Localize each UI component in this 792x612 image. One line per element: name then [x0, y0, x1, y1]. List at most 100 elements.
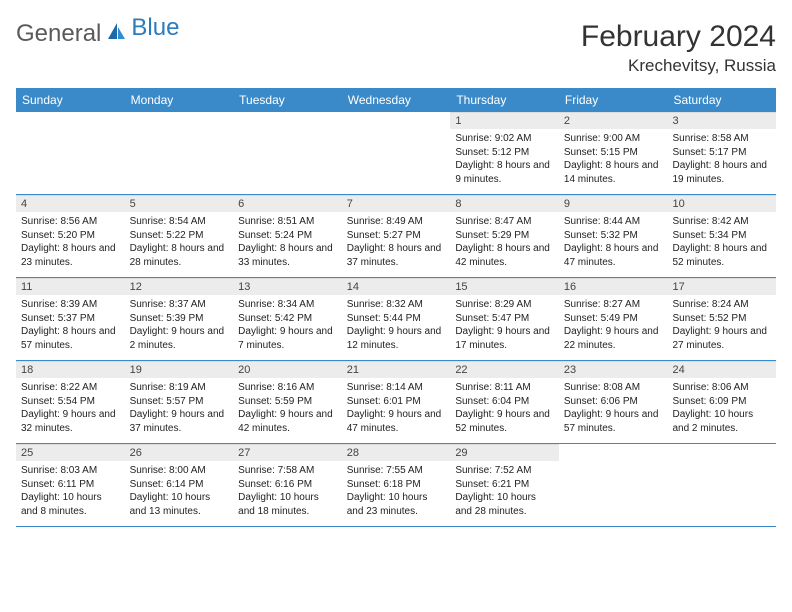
day-cell: 2Sunrise: 9:00 AMSunset: 5:15 PMDaylight…	[559, 112, 668, 194]
day-cell: 3Sunrise: 8:58 AMSunset: 5:17 PMDaylight…	[667, 112, 776, 194]
day-number: 22	[450, 361, 559, 378]
week-row: 4Sunrise: 8:56 AMSunset: 5:20 PMDaylight…	[16, 195, 776, 278]
calendar-page: General Blue February 2024 Krechevitsy, …	[0, 0, 792, 537]
sunset-line: Sunset: 5:29 PM	[455, 229, 554, 243]
day-number: 16	[559, 278, 668, 295]
day-cell: 29Sunrise: 7:52 AMSunset: 6:21 PMDayligh…	[450, 444, 559, 526]
sunrise-line: Sunrise: 8:27 AM	[564, 298, 663, 312]
day-header-cell: Thursday	[450, 88, 559, 112]
sunrise-line: Sunrise: 8:06 AM	[672, 381, 771, 395]
sunrise-line: Sunrise: 8:11 AM	[455, 381, 554, 395]
sunrise-line: Sunrise: 8:54 AM	[130, 215, 229, 229]
day-details: Sunrise: 8:00 AMSunset: 6:14 PMDaylight:…	[125, 461, 234, 524]
day-header-cell: Saturday	[667, 88, 776, 112]
daylight-line: Daylight: 10 hours and 8 minutes.	[21, 491, 120, 518]
day-number: 13	[233, 278, 342, 295]
day-details: Sunrise: 8:44 AMSunset: 5:32 PMDaylight:…	[559, 212, 668, 275]
daylight-line: Daylight: 9 hours and 17 minutes.	[455, 325, 554, 352]
day-details: Sunrise: 8:11 AMSunset: 6:04 PMDaylight:…	[450, 378, 559, 441]
day-details: Sunrise: 8:08 AMSunset: 6:06 PMDaylight:…	[559, 378, 668, 441]
sunrise-line: Sunrise: 8:58 AM	[672, 132, 771, 146]
day-cell: 6Sunrise: 8:51 AMSunset: 5:24 PMDaylight…	[233, 195, 342, 277]
daylight-line: Daylight: 9 hours and 2 minutes.	[130, 325, 229, 352]
day-cell: 8Sunrise: 8:47 AMSunset: 5:29 PMDaylight…	[450, 195, 559, 277]
day-number: 24	[667, 361, 776, 378]
week-row: 1Sunrise: 9:02 AMSunset: 5:12 PMDaylight…	[16, 112, 776, 195]
daylight-line: Daylight: 10 hours and 2 minutes.	[672, 408, 771, 435]
empty-cell	[16, 112, 125, 194]
day-cell: 11Sunrise: 8:39 AMSunset: 5:37 PMDayligh…	[16, 278, 125, 360]
day-number: 6	[233, 195, 342, 212]
daylight-line: Daylight: 9 hours and 22 minutes.	[564, 325, 663, 352]
daylight-line: Daylight: 8 hours and 33 minutes.	[238, 242, 337, 269]
day-cell: 9Sunrise: 8:44 AMSunset: 5:32 PMDaylight…	[559, 195, 668, 277]
sunset-line: Sunset: 5:32 PM	[564, 229, 663, 243]
sunset-line: Sunset: 6:09 PM	[672, 395, 771, 409]
day-cell: 23Sunrise: 8:08 AMSunset: 6:06 PMDayligh…	[559, 361, 668, 443]
day-header-cell: Sunday	[16, 88, 125, 112]
day-header-row: SundayMondayTuesdayWednesdayThursdayFrid…	[16, 88, 776, 112]
day-cell: 14Sunrise: 8:32 AMSunset: 5:44 PMDayligh…	[342, 278, 451, 360]
daylight-line: Daylight: 8 hours and 57 minutes.	[21, 325, 120, 352]
day-number: 2	[559, 112, 668, 129]
daylight-line: Daylight: 9 hours and 32 minutes.	[21, 408, 120, 435]
calendar: SundayMondayTuesdayWednesdayThursdayFrid…	[16, 88, 776, 527]
header: General Blue February 2024 Krechevitsy, …	[16, 20, 776, 76]
sunset-line: Sunset: 5:34 PM	[672, 229, 771, 243]
daylight-line: Daylight: 8 hours and 52 minutes.	[672, 242, 771, 269]
sunset-line: Sunset: 5:37 PM	[21, 312, 120, 326]
sunset-line: Sunset: 5:54 PM	[21, 395, 120, 409]
brand-text-1: General	[16, 20, 101, 48]
empty-cell	[667, 444, 776, 526]
day-cell: 5Sunrise: 8:54 AMSunset: 5:22 PMDaylight…	[125, 195, 234, 277]
day-number: 29	[450, 444, 559, 461]
day-details: Sunrise: 8:51 AMSunset: 5:24 PMDaylight:…	[233, 212, 342, 275]
brand-text-2: Blue	[131, 14, 179, 42]
week-row: 18Sunrise: 8:22 AMSunset: 5:54 PMDayligh…	[16, 361, 776, 444]
daylight-line: Daylight: 10 hours and 23 minutes.	[347, 491, 446, 518]
location: Krechevitsy, Russia	[581, 56, 776, 76]
day-details: Sunrise: 8:49 AMSunset: 5:27 PMDaylight:…	[342, 212, 451, 275]
sunset-line: Sunset: 5:49 PM	[564, 312, 663, 326]
day-number: 26	[125, 444, 234, 461]
day-details: Sunrise: 7:58 AMSunset: 6:16 PMDaylight:…	[233, 461, 342, 524]
sunrise-line: Sunrise: 8:14 AM	[347, 381, 446, 395]
title-block: February 2024 Krechevitsy, Russia	[581, 20, 776, 76]
day-number: 14	[342, 278, 451, 295]
sunset-line: Sunset: 5:57 PM	[130, 395, 229, 409]
day-details: Sunrise: 8:19 AMSunset: 5:57 PMDaylight:…	[125, 378, 234, 441]
week-row: 11Sunrise: 8:39 AMSunset: 5:37 PMDayligh…	[16, 278, 776, 361]
sunset-line: Sunset: 6:16 PM	[238, 478, 337, 492]
sunrise-line: Sunrise: 8:47 AM	[455, 215, 554, 229]
daylight-line: Daylight: 10 hours and 28 minutes.	[455, 491, 554, 518]
day-cell: 28Sunrise: 7:55 AMSunset: 6:18 PMDayligh…	[342, 444, 451, 526]
empty-cell	[342, 112, 451, 194]
day-header-cell: Wednesday	[342, 88, 451, 112]
sunset-line: Sunset: 5:42 PM	[238, 312, 337, 326]
sunrise-line: Sunrise: 8:00 AM	[130, 464, 229, 478]
sunset-line: Sunset: 6:06 PM	[564, 395, 663, 409]
day-cell: 24 Sunrise: 8:06 AMSunset: 6:09 PMDayligh…	[667, 361, 776, 443]
sunrise-line: Sunrise: 8:51 AM	[238, 215, 337, 229]
daylight-line: Daylight: 9 hours and 37 minutes.	[130, 408, 229, 435]
day-number: 18	[16, 361, 125, 378]
day-details: Sunrise: 7:52 AMSunset: 6:21 PMDaylight:…	[450, 461, 559, 524]
sunset-line: Sunset: 5:47 PM	[455, 312, 554, 326]
day-number: 27	[233, 444, 342, 461]
empty-cell	[125, 112, 234, 194]
daylight-line: Daylight: 9 hours and 7 minutes.	[238, 325, 337, 352]
day-details: Sunrise: 8:32 AMSunset: 5:44 PMDaylight:…	[342, 295, 451, 358]
day-number: 1	[450, 112, 559, 129]
sunrise-line: Sunrise: 8:39 AM	[21, 298, 120, 312]
sunset-line: Sunset: 6:01 PM	[347, 395, 446, 409]
sunrise-line: Sunrise: 8:37 AM	[130, 298, 229, 312]
daylight-line: Daylight: 9 hours and 57 minutes.	[564, 408, 663, 435]
sunrise-line: Sunrise: 8:44 AM	[564, 215, 663, 229]
day-cell: 19Sunrise: 8:19 AMSunset: 5:57 PMDayligh…	[125, 361, 234, 443]
day-details: Sunrise: 8:56 AMSunset: 5:20 PMDaylight:…	[16, 212, 125, 275]
sunrise-line: Sunrise: 7:58 AM	[238, 464, 337, 478]
daylight-line: Daylight: 8 hours and 42 minutes.	[455, 242, 554, 269]
day-cell: 1Sunrise: 9:02 AMSunset: 5:12 PMDaylight…	[450, 112, 559, 194]
day-number: 3	[667, 112, 776, 129]
day-cell: 25Sunrise: 8:03 AMSunset: 6:11 PMDayligh…	[16, 444, 125, 526]
